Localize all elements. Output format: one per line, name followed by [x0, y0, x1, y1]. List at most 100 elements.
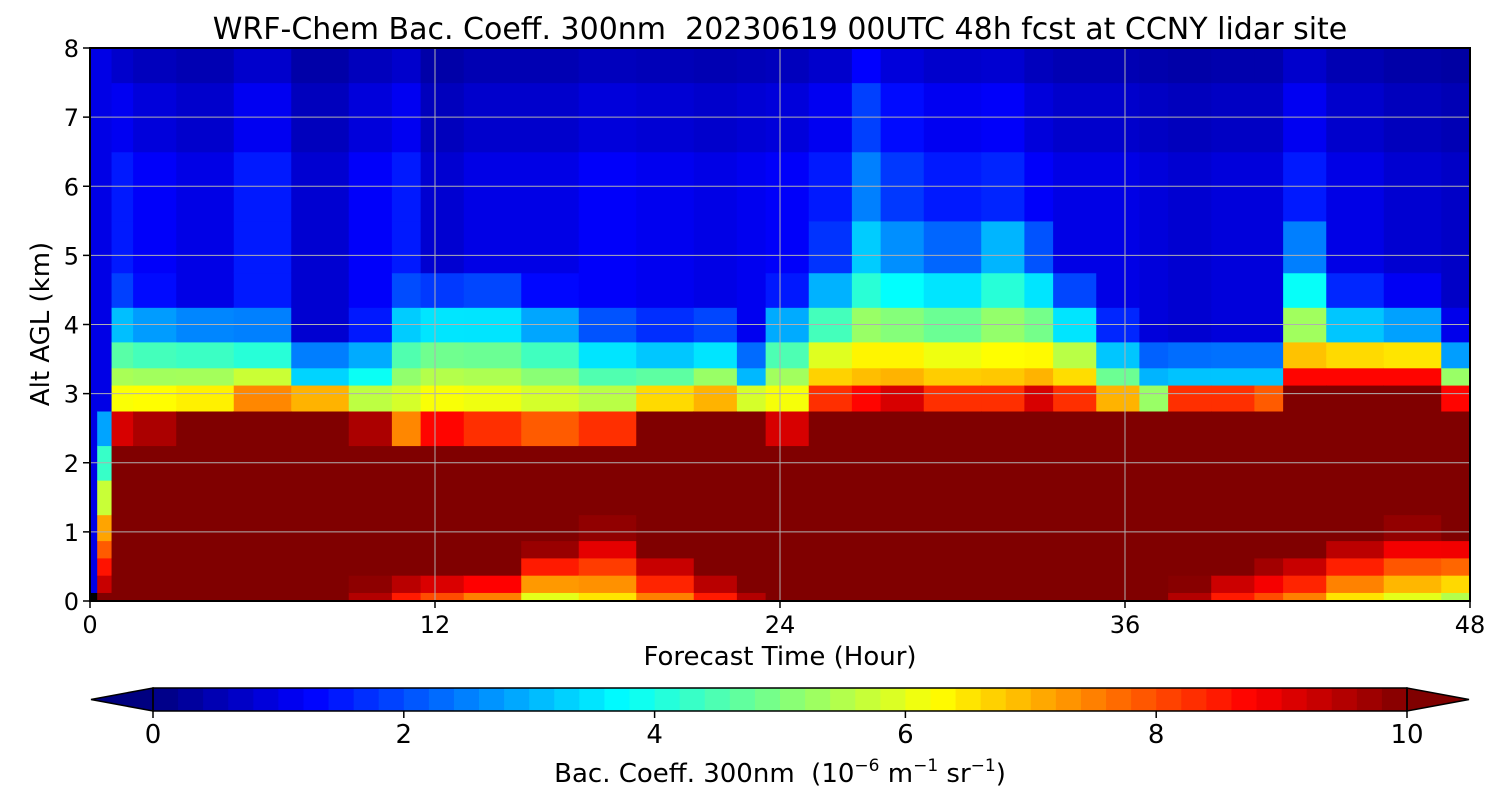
colorbar-cell: [1281, 688, 1308, 711]
heatmap-cell: [1168, 220, 1212, 274]
x-tick-label: 36: [1110, 611, 1141, 639]
heatmap-cell: [521, 220, 580, 274]
heatmap-cell: [176, 48, 235, 84]
colorbar-cell: [353, 688, 380, 711]
heatmap-cell: [1168, 575, 1212, 593]
heatmap-cell: [521, 384, 580, 412]
heatmap-cell: [233, 575, 292, 593]
heatmap-cell: [90, 557, 98, 576]
colorbar-cell: [905, 688, 931, 711]
heatmap-cell: [133, 384, 177, 412]
heatmap-cell: [133, 557, 177, 576]
heatmap-cell: [1053, 514, 1097, 542]
colorbar-cell: [1055, 688, 1082, 711]
heatmap-cell: [1383, 514, 1442, 542]
heatmap-cell: [1383, 367, 1442, 386]
heatmap-cell: [1254, 272, 1284, 308]
heatmap-cell: [693, 341, 738, 369]
heatmap-cell: [693, 557, 738, 576]
heatmap-cell: [1053, 592, 1097, 601]
heatmap-cell: [1254, 220, 1284, 274]
y-tick-label: 4: [64, 312, 79, 340]
heatmap-cell: [111, 410, 134, 447]
heatmap-cell: [808, 220, 853, 274]
heatmap-cell: [463, 341, 522, 369]
heatmap-cell: [1383, 480, 1442, 516]
heatmap-cell: [923, 480, 982, 516]
heatmap-cell: [176, 514, 235, 542]
heatmap-cell: [578, 341, 637, 369]
heatmap-cell: [1168, 367, 1212, 386]
heatmap-cell: [1096, 341, 1140, 369]
heatmap-cell: [923, 341, 982, 369]
heatmap-cell: [1283, 384, 1327, 412]
heatmap-cell: [348, 410, 393, 447]
heatmap-cell: [176, 480, 235, 516]
heatmap-cell: [981, 272, 1025, 308]
heatmap-cell: [97, 410, 113, 447]
heatmap-cell: [111, 540, 134, 559]
heatmap-cell: [176, 272, 235, 308]
heatmap-cell: [1383, 384, 1442, 412]
heatmap-cell: [97, 341, 113, 369]
heatmap-cell: [420, 514, 465, 542]
heatmap-cell: [578, 410, 637, 447]
heatmap-cell: [133, 367, 177, 386]
heatmap-cell: [391, 48, 422, 84]
heatmap-cell: [233, 220, 292, 274]
heatmap-cell: [176, 367, 235, 386]
heatmap-cell: [923, 272, 982, 308]
heatmap-cell: [176, 410, 235, 447]
heatmap-cell: [693, 367, 738, 386]
heatmap-cell: [391, 480, 422, 516]
heatmap-cell: [1139, 575, 1169, 593]
heatmap-cell: [1024, 557, 1054, 576]
heatmap-cell: [348, 220, 393, 274]
heatmap-cell: [1168, 384, 1212, 412]
colorbar-label-mid2: sr: [938, 759, 971, 789]
heatmap-cell: [693, 48, 738, 84]
heatmap-cell: [1441, 341, 1470, 369]
heatmap-cell: [1139, 410, 1169, 447]
heatmap-cell: [851, 575, 882, 593]
colorbar-cell: [880, 688, 906, 711]
x-tick-label: 24: [765, 611, 796, 639]
heatmap-cell: [1211, 220, 1255, 274]
heatmap-cell: [1326, 367, 1385, 386]
colorbar-cell: [1106, 688, 1132, 711]
heatmap-cell: [736, 592, 767, 601]
heatmap-cell: [1254, 48, 1284, 84]
heatmap-cell: [420, 384, 465, 412]
heatmap-cell: [736, 557, 767, 576]
colorbar: 0 2 4 6 8 10 Bac. Coeff. 300nm (10−6 m−1 sr−1…: [90, 687, 1470, 789]
heatmap-cell: [90, 410, 98, 447]
heatmap-cell: [765, 540, 810, 559]
heatmap-cell: [176, 592, 235, 601]
colorbar-label-exp2: −1: [913, 756, 938, 776]
heatmap-cell: [1211, 341, 1255, 369]
heatmap-cell: [1383, 272, 1442, 308]
heatmap-cell: [1168, 272, 1212, 308]
colorbar-tick-label: 0: [145, 720, 162, 750]
heatmap-cell: [1441, 220, 1470, 274]
colorbar-cell: [679, 688, 706, 711]
heatmap-cell: [578, 480, 637, 516]
heatmap-cell: [90, 592, 98, 601]
heatmap-cell: [880, 540, 925, 559]
heatmap-cell: [521, 575, 580, 593]
colorbar-cell: [1156, 688, 1182, 711]
heatmap-cell: [1326, 272, 1385, 308]
heatmap-cell: [1326, 480, 1385, 516]
heatmap-cell: [880, 575, 925, 593]
heatmap-cell: [693, 410, 738, 447]
heatmap-cell: [463, 367, 522, 386]
colorbar-cell: [930, 688, 957, 711]
heatmap-cell: [765, 592, 810, 601]
colorbar-cell: [153, 688, 179, 711]
colorbar-cell: [479, 688, 505, 711]
heatmap-cell: [923, 410, 982, 447]
heatmap-cell: [808, 514, 853, 542]
heatmap-cell: [1096, 514, 1140, 542]
chart-title: WRF-Chem Bac. Coeff. 300nm 20230619 00UT…: [213, 12, 1348, 47]
heatmap-cell: [636, 220, 695, 274]
